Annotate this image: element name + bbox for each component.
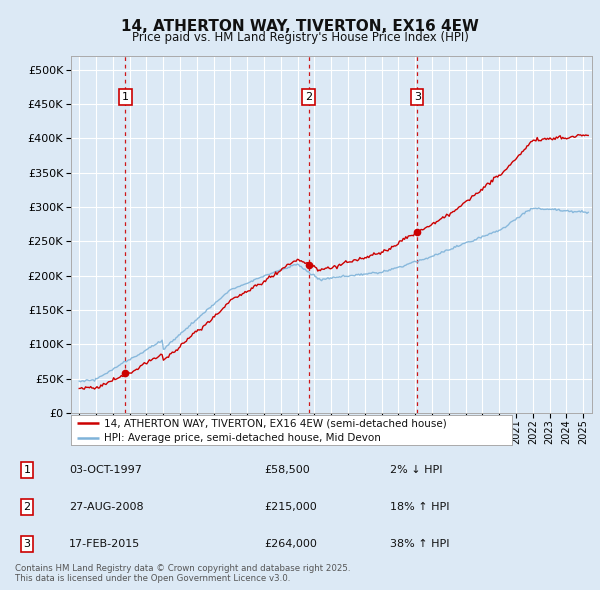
Text: 17-FEB-2015: 17-FEB-2015: [69, 539, 140, 549]
Text: 14, ATHERTON WAY, TIVERTON, EX16 4EW (semi-detached house): 14, ATHERTON WAY, TIVERTON, EX16 4EW (se…: [104, 418, 446, 428]
Text: £264,000: £264,000: [264, 539, 317, 549]
Text: HPI: Average price, semi-detached house, Mid Devon: HPI: Average price, semi-detached house,…: [104, 433, 381, 442]
Text: 38% ↑ HPI: 38% ↑ HPI: [390, 539, 449, 549]
Text: 03-OCT-1997: 03-OCT-1997: [69, 465, 142, 475]
Text: 2: 2: [23, 502, 31, 512]
Text: Price paid vs. HM Land Registry's House Price Index (HPI): Price paid vs. HM Land Registry's House …: [131, 31, 469, 44]
Text: £58,500: £58,500: [264, 465, 310, 475]
Text: 27-AUG-2008: 27-AUG-2008: [69, 502, 143, 512]
Text: 18% ↑ HPI: 18% ↑ HPI: [390, 502, 449, 512]
Text: 3: 3: [23, 539, 31, 549]
Text: 1: 1: [23, 465, 31, 475]
Text: 2% ↓ HPI: 2% ↓ HPI: [390, 465, 443, 475]
Text: 3: 3: [414, 92, 421, 102]
Text: 2: 2: [305, 92, 312, 102]
Text: 1: 1: [122, 92, 129, 102]
Text: 14, ATHERTON WAY, TIVERTON, EX16 4EW: 14, ATHERTON WAY, TIVERTON, EX16 4EW: [121, 19, 479, 34]
Text: Contains HM Land Registry data © Crown copyright and database right 2025.
This d: Contains HM Land Registry data © Crown c…: [15, 563, 350, 583]
Text: £215,000: £215,000: [264, 502, 317, 512]
